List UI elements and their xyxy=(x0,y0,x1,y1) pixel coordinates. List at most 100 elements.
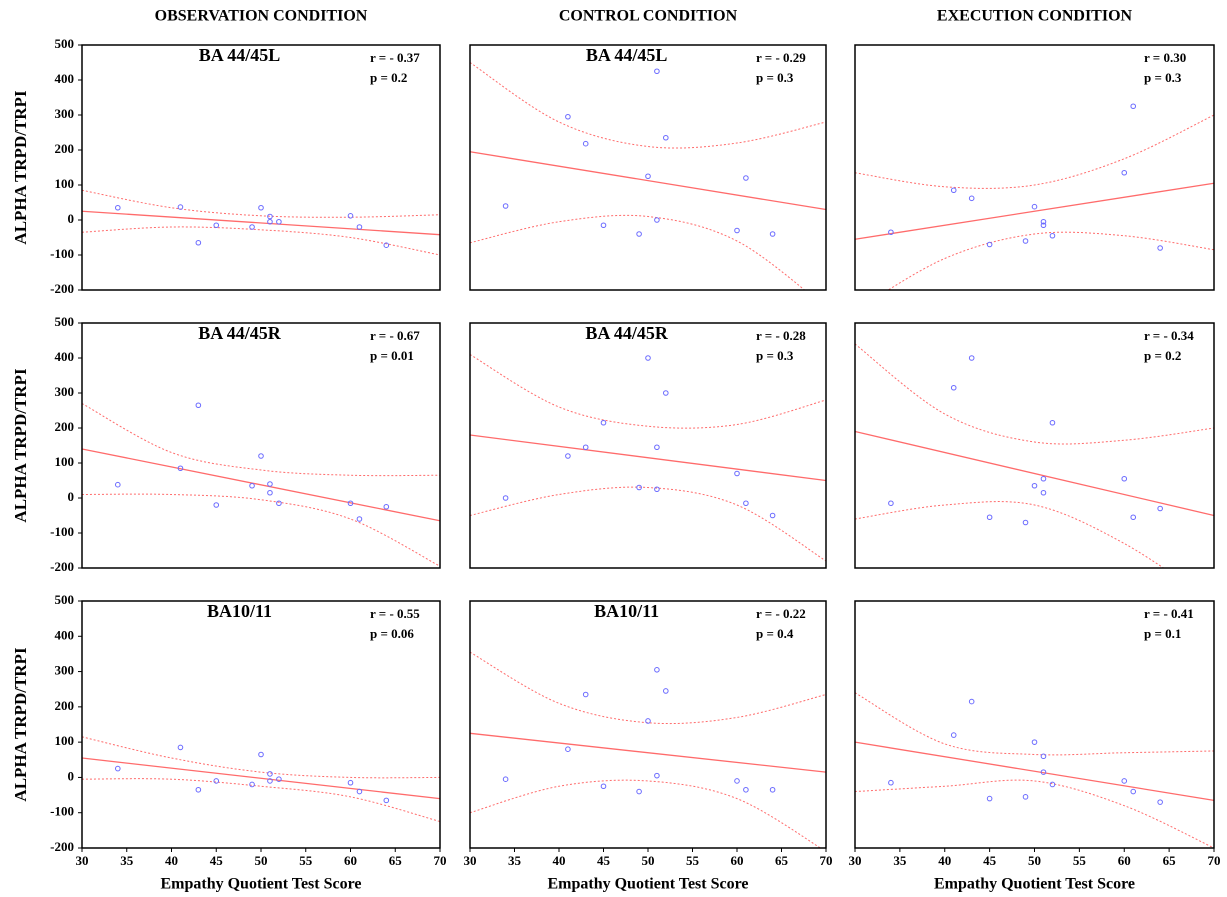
point xyxy=(213,778,220,784)
point xyxy=(356,788,363,795)
point xyxy=(663,390,669,396)
region-label: BA 44/45R xyxy=(198,323,282,343)
point xyxy=(1121,169,1128,176)
point xyxy=(565,746,571,753)
y-tick-label: 200 xyxy=(55,419,75,434)
x-tick-label: 50 xyxy=(642,853,655,868)
point xyxy=(195,786,202,793)
point xyxy=(654,486,660,493)
panel: EXECUTION CONDITION r = 0.30 p = 0.3 xyxy=(854,8,1215,291)
y-tick-label: 0 xyxy=(68,489,75,504)
statistic: p = 0.3 xyxy=(1144,70,1182,85)
x-tick-label: 65 xyxy=(1163,853,1177,868)
statistic: p = 0.2 xyxy=(1144,348,1181,363)
regression-line xyxy=(82,210,440,236)
frame xyxy=(81,322,441,569)
point xyxy=(645,173,651,180)
plot-area xyxy=(855,343,1214,568)
point xyxy=(663,688,669,694)
y-axis-label: ALPHA TRPD/TRPI xyxy=(11,368,30,523)
point xyxy=(734,778,740,784)
point xyxy=(986,241,993,248)
point xyxy=(1031,203,1038,210)
plot-area xyxy=(82,189,440,256)
point xyxy=(267,213,273,220)
region-label: BA 44/45R xyxy=(585,323,669,343)
point xyxy=(276,500,282,507)
point xyxy=(968,698,975,705)
regression-line xyxy=(855,430,1214,517)
point xyxy=(663,134,669,141)
statistic: p = 0.3 xyxy=(756,70,794,85)
point xyxy=(267,218,273,225)
point xyxy=(582,444,589,451)
confidence-band xyxy=(470,779,822,848)
point xyxy=(600,783,607,790)
x-tick-label: 55 xyxy=(686,853,700,868)
point xyxy=(1130,514,1137,521)
point xyxy=(249,482,255,489)
y-tick-label: 400 xyxy=(55,71,75,86)
point xyxy=(1022,238,1029,244)
point xyxy=(986,795,993,802)
y-tick-label: 300 xyxy=(55,106,75,121)
x-tick-label: 40 xyxy=(938,853,951,868)
point xyxy=(356,224,363,230)
x-tick-label: 45 xyxy=(983,853,997,868)
point xyxy=(654,217,660,223)
point xyxy=(356,516,363,522)
x-tick-label: 70 xyxy=(1208,853,1221,868)
point xyxy=(769,231,776,237)
panel: -200 -100 0 100 200 300 400 500 30 35 40 45 50 55 60 65… xyxy=(11,592,447,893)
y-tick-label: 500 xyxy=(55,314,75,329)
point xyxy=(258,751,264,758)
statistic: p = 0.06 xyxy=(370,626,414,641)
point xyxy=(383,503,390,510)
x-tick-label: 30 xyxy=(76,853,89,868)
point xyxy=(258,204,264,211)
point xyxy=(1049,781,1056,788)
frame xyxy=(469,44,827,291)
region-label: BA 44/45L xyxy=(586,45,668,65)
point xyxy=(267,771,273,777)
statistic: r = - 0.55 xyxy=(370,606,420,621)
point xyxy=(565,113,571,120)
confidence-band xyxy=(855,779,1214,848)
x-tick-label: 60 xyxy=(344,853,357,868)
point xyxy=(1130,788,1137,795)
statistic: r = - 0.22 xyxy=(756,606,806,621)
panel: 30 35 40 45 50 55 60 65 70 Empathy Quotient Test … xyxy=(849,600,1221,893)
point xyxy=(769,786,776,793)
confidence-band xyxy=(82,736,440,779)
point xyxy=(347,779,354,786)
y-tick-label: -100 xyxy=(50,524,74,539)
statistic: p = 0.01 xyxy=(370,348,414,363)
statistic: r = - 0.37 xyxy=(370,50,420,65)
panel: -200 -100 0 100 200 300 400 500 ALPHA TRPD/TRPI B… xyxy=(11,314,441,574)
point xyxy=(743,786,749,793)
point xyxy=(195,402,202,409)
x-tick-label: 35 xyxy=(508,853,522,868)
point xyxy=(267,481,273,487)
confidence-band xyxy=(470,651,826,725)
point xyxy=(502,495,509,501)
point xyxy=(115,204,121,211)
plot-area xyxy=(470,354,826,562)
statistic: r = 0.30 xyxy=(1144,50,1186,65)
point xyxy=(1121,778,1128,784)
plot-area xyxy=(855,692,1214,848)
point xyxy=(1049,232,1056,239)
statistic: r = - 0.67 xyxy=(370,328,420,343)
y-tick-label: 300 xyxy=(55,384,75,399)
point xyxy=(743,175,749,181)
y-tick-label: -200 xyxy=(50,839,74,854)
x-tick-label: 45 xyxy=(597,853,611,868)
point xyxy=(195,239,202,246)
y-tick-label: 0 xyxy=(68,768,75,783)
point xyxy=(986,514,993,521)
region-label: BA 44/45L xyxy=(199,45,281,65)
y-tick-label: -100 xyxy=(50,804,74,819)
panel: 30 35 40 45 50 55 60 65 70 Empathy Quotient Test … xyxy=(464,600,833,893)
point xyxy=(267,778,273,784)
